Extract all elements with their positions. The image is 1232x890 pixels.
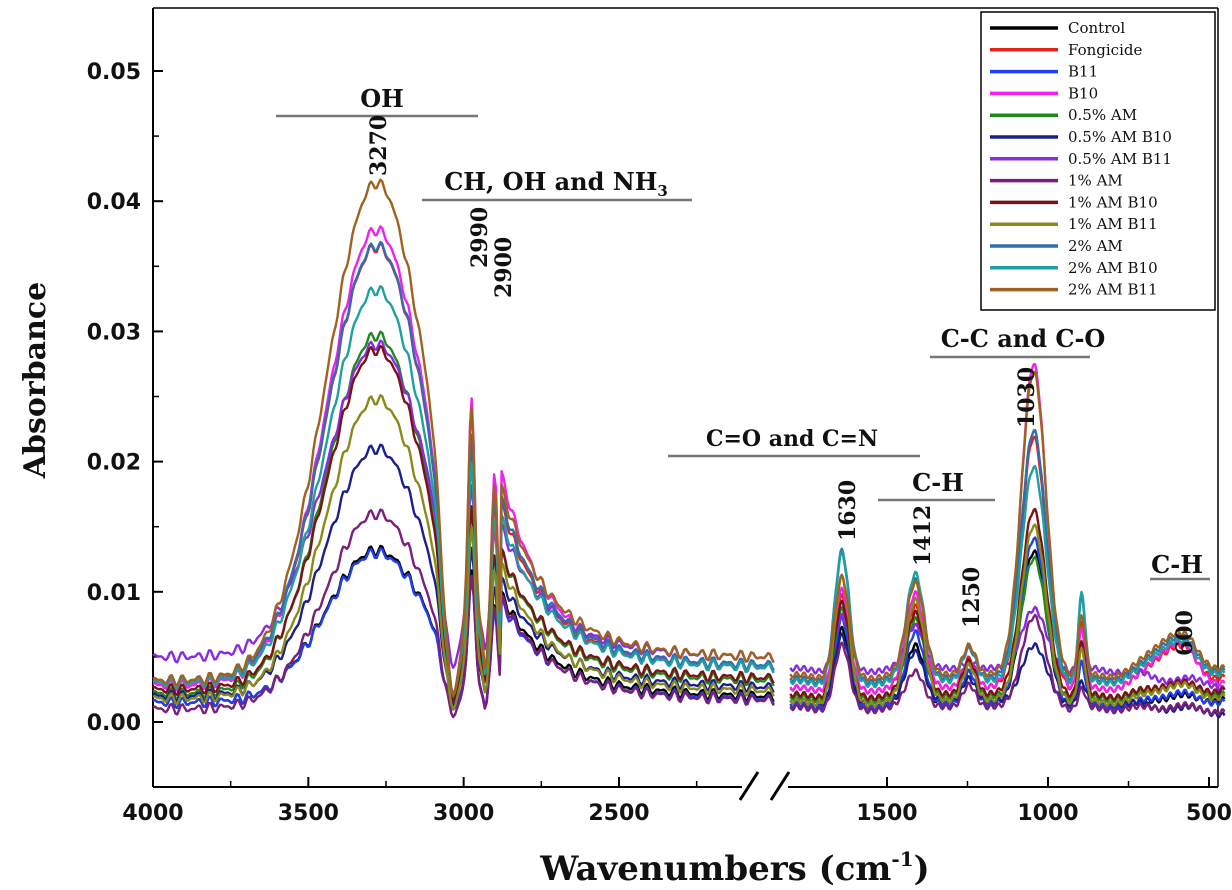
series-line-left <box>152 178 775 697</box>
x-tick-label: 3500 <box>278 801 339 826</box>
series-1-am <box>152 508 1226 719</box>
series-line-right <box>789 370 1226 682</box>
legend-label: 0.5% AM <box>1068 106 1137 124</box>
ch-mid-label: C-H <box>912 468 964 497</box>
peak-600-label: 600 <box>1172 610 1198 656</box>
series-line-left <box>152 508 775 719</box>
x-tick-label: 1000 <box>1017 801 1078 826</box>
legend: Control Fongicide B11 B10 0.5% AM 0.5% AM B10… <box>980 11 1216 311</box>
legend-label: B11 <box>1068 63 1098 81</box>
annotations: OH 3270 CH, OH and NH3 2990 2900 C=O and… <box>276 84 1210 656</box>
series-2-am-b11 <box>152 178 1226 697</box>
legend-label: Control <box>1068 19 1125 37</box>
series-line-right <box>789 605 1226 692</box>
oh-label: OH <box>360 84 404 113</box>
y-ticks: 0.00 0.01 0.02 0.03 0.04 0.05 <box>87 60 163 788</box>
cc-co-label: C-C and C-O <box>941 324 1106 353</box>
y-tick-label: 0.00 <box>87 711 141 736</box>
x-tick-label: 3000 <box>433 801 494 826</box>
legend-label: 1% AM <box>1068 172 1123 190</box>
legend-label: 1% AM B11 <box>1068 215 1158 233</box>
series-line-right <box>789 507 1226 702</box>
x-tick-label: 500 <box>1186 801 1232 826</box>
x-tick-label: 2500 <box>588 801 649 826</box>
y-tick-label: 0.01 <box>87 581 141 606</box>
series-line-right <box>789 523 1226 708</box>
peak-1630-label: 1630 <box>835 480 861 541</box>
peak-1412-label: 1412 <box>910 505 936 566</box>
ch-right-label: C-H <box>1151 550 1203 579</box>
y-tick-label: 0.03 <box>87 320 141 345</box>
x-tick-label: 4000 <box>122 801 183 826</box>
x-tick-label: 1500 <box>856 801 917 826</box>
series-line-right <box>789 613 1226 716</box>
x-ticks: 4000 3500 3000 2500 1500 1000 500 <box>122 777 1232 826</box>
series-line-right <box>789 536 1226 712</box>
series-line-right <box>789 465 1226 689</box>
legend-box <box>980 11 1216 311</box>
legend-label: B10 <box>1068 84 1098 102</box>
peak-2990-label: 2990 <box>467 207 493 268</box>
series-line-left <box>152 344 775 703</box>
co-cn-label: C=O and C=N <box>706 426 878 452</box>
y-tick-label: 0.05 <box>87 60 141 85</box>
peak-1030-label: 1030 <box>1014 367 1040 428</box>
series-line-left <box>152 394 775 711</box>
peak-2900-label: 2900 <box>491 237 517 298</box>
series-0-5-am-b11 <box>152 339 1226 692</box>
peak-3270-label: 3270 <box>366 115 392 176</box>
x-axis-title: Wavenumbers (cm-1) <box>539 847 929 889</box>
axis-break-mark <box>738 771 791 801</box>
series-1-am-b11 <box>152 394 1226 711</box>
peak-1250-label: 1250 <box>959 567 985 628</box>
series-1-am-b10 <box>152 344 1226 703</box>
legend-label: 2% AM B11 <box>1068 281 1158 299</box>
series-0-5-am <box>152 330 1226 707</box>
legend-label: 1% AM B10 <box>1068 193 1158 211</box>
series-line-right <box>789 428 1226 686</box>
legend-label: 2% AM B10 <box>1068 259 1158 277</box>
legend-label: Fongicide <box>1068 41 1142 59</box>
legend-label: 0.5% AM B10 <box>1068 128 1172 146</box>
y-axis-title: Absorbance <box>18 282 53 480</box>
series-layer <box>152 178 1226 719</box>
legend-label: 0.5% AM B11 <box>1068 150 1172 168</box>
ch-oh-nh3-label: CH, OH and NH3 <box>444 167 668 200</box>
legend-entries: Control Fongicide B11 B10 0.5% AM 0.5% AM B10… <box>990 19 1172 299</box>
legend-label: 2% AM <box>1068 237 1123 255</box>
y-tick-label: 0.04 <box>87 190 141 215</box>
y-tick-label: 0.02 <box>87 451 141 476</box>
